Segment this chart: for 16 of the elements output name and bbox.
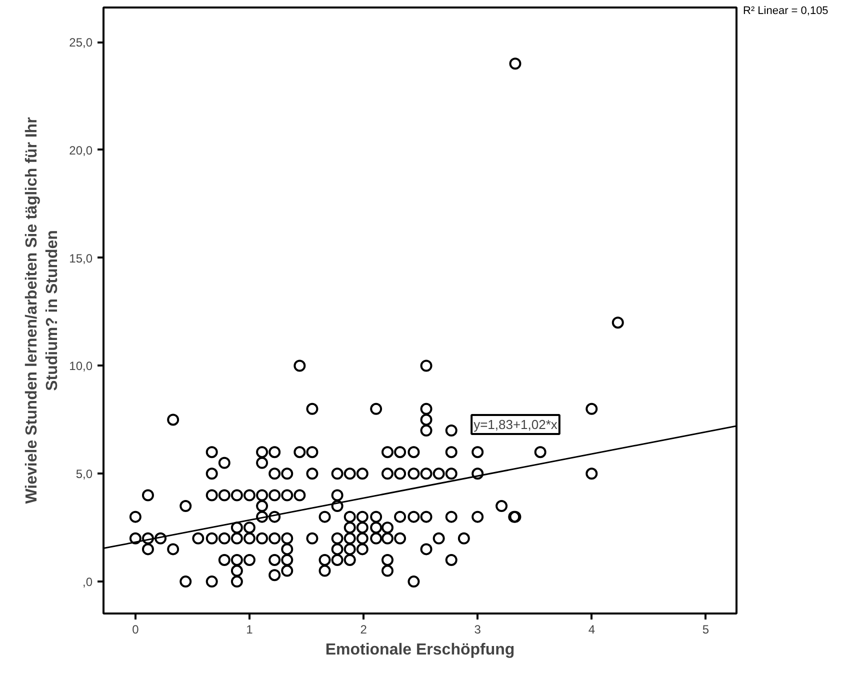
y-tick-label: 20,0 bbox=[69, 143, 93, 158]
x-tick-label: 2 bbox=[360, 622, 368, 636]
y-tick-label: 15,0 bbox=[69, 251, 93, 266]
annotation: y=1,83+1,02*x bbox=[474, 417, 558, 432]
x-tick-label: 0 bbox=[132, 622, 140, 636]
y-tick-label: ,0 bbox=[82, 575, 93, 590]
x-axis-title: Emotionale Erschöpfung bbox=[325, 642, 515, 658]
y-axis-title: Wieviele Stunden lernen/arbeiten Sie täglich für Ihr Studium? in Stunden bbox=[24, 117, 62, 504]
x-tick-label: 5 bbox=[702, 622, 710, 636]
x-tick-label: 1 bbox=[246, 622, 254, 636]
y-tick-label: 5,0 bbox=[76, 467, 93, 482]
x-tick-label: 3 bbox=[474, 622, 482, 636]
text: R² Linear = 0,105 bbox=[743, 4, 828, 19]
y-tick-label: 25,0 bbox=[69, 36, 93, 50]
x-tick-label: 4 bbox=[588, 622, 596, 636]
y-tick-label: 10,0 bbox=[69, 359, 93, 374]
